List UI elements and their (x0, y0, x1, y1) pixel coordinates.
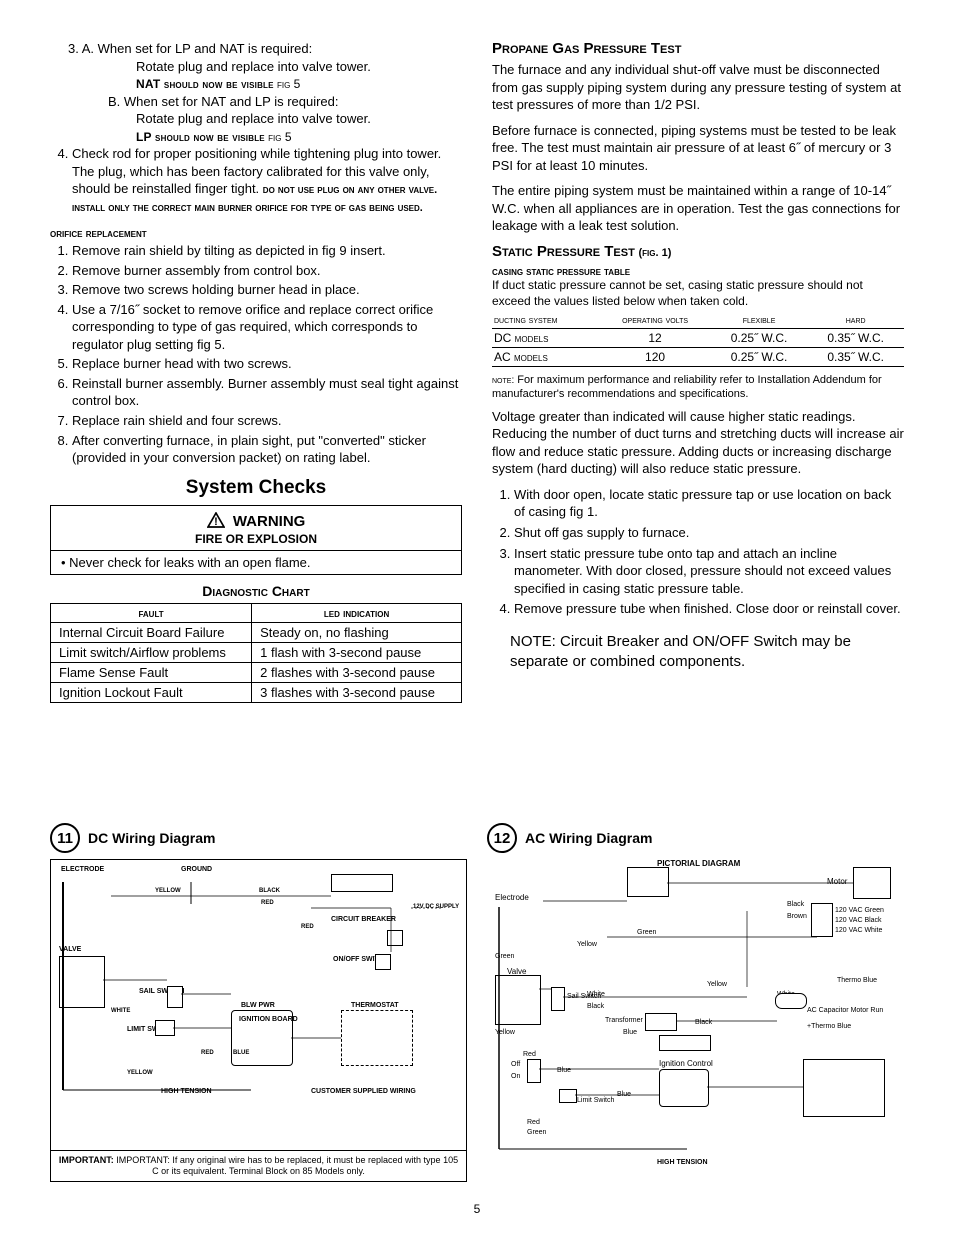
casing-cell: AC models (494, 350, 548, 364)
casing-cell: 0.25˝ W.C. (711, 348, 808, 367)
static-title: Static Pressure Test (492, 243, 635, 260)
step-3b-ref: fig 5 (265, 130, 292, 144)
warning-box: ! WARNING FIRE OR EXPLOSION • Never chec… (50, 505, 462, 576)
step-3a-bold: NAT should now be visible (136, 77, 274, 91)
diag-cell: Internal Circuit Board Failure (51, 623, 252, 643)
orifice-step: Use a 7/16˝ socket to remove orifice and… (72, 301, 462, 354)
diagnostic-chart-title: Diagnostic Chart (50, 583, 462, 599)
casing-h2: flexible (711, 313, 808, 329)
diag-cell: 3 flashes with 3-second pause (252, 683, 462, 703)
orifice-list: Remove rain shield by tilting as depicte… (50, 242, 462, 467)
static-step: With door open, locate static pressure t… (514, 486, 904, 521)
diag-cell: Flame Sense Fault (51, 663, 252, 683)
warning-icon: ! (207, 512, 225, 528)
warning-sublabel: FIRE OR EXPLOSION (51, 532, 461, 550)
orifice-step: Remove two screws holding burner head in… (72, 281, 462, 299)
casing-heading: casing static pressure table (492, 266, 904, 278)
propane-p3: The entire piping system must be maintai… (492, 182, 904, 235)
diagnostic-table: fault led indication Internal Circuit Bo… (50, 603, 462, 703)
ac-diagram: PICTORIAL DIAGRAM Electrode Motor Black … (487, 859, 904, 1179)
casing-cell: 0.35˝ W.C. (807, 348, 904, 367)
step-3a-line1: 3. A. When set for LP and NAT is require… (68, 40, 462, 58)
step-3a-ref: fig 5 (274, 77, 301, 91)
casing-cell: 120 (599, 348, 710, 367)
propane-p1: The furnace and any individual shut-off … (492, 61, 904, 114)
static-step: Remove pressure tube when finished. Clos… (514, 600, 904, 618)
orifice-step: Remove burner assembly from control box. (72, 262, 462, 280)
static-steps: With door open, locate static pressure t… (492, 486, 904, 618)
casing-h3: hard (807, 313, 904, 329)
page-number: 5 (50, 1202, 904, 1216)
step-3b-bold: LP should now be visible (136, 130, 265, 144)
dc-diagram: ELECTRODE GROUND MOTOR CIRCUIT BREAKER O… (51, 860, 466, 1150)
propane-p2: Before furnace is connected, piping syst… (492, 122, 904, 175)
orifice-step: Replace rain shield and four screws. (72, 412, 462, 430)
diag-header-led: led indication (252, 604, 462, 623)
static-step: Shut off gas supply to furnace. (514, 524, 904, 542)
system-checks-title: System Checks (50, 477, 462, 499)
orifice-step: Remove rain shield by tilting as depicte… (72, 242, 462, 260)
casing-cell: 12 (599, 329, 710, 348)
diag-cell: Limit switch/Airflow problems (51, 643, 252, 663)
casing-note: note: For maximum performance and reliab… (492, 373, 904, 402)
dc-number: 11 (50, 823, 80, 853)
step-3b-line1: B. When set for NAT and LP is required: (68, 93, 462, 111)
voltage-p: Voltage greater than indicated will caus… (492, 408, 904, 478)
svg-text:!: ! (214, 516, 218, 528)
ac-title: AC Wiring Diagram (525, 830, 652, 846)
diag-cell: 1 flash with 3-second pause (252, 643, 462, 663)
casing-cell: 0.25˝ W.C. (711, 329, 808, 348)
propane-title: Propane Gas Pressure Test (492, 40, 904, 57)
orifice-step: Replace burner head with two screws. (72, 355, 462, 373)
casing-cell: DC models (494, 331, 548, 345)
orifice-heading: orifice replacement (50, 226, 462, 240)
casing-h0: ducting system (492, 313, 599, 329)
dc-important-note: IMPORTANT: IMPORTANT: If any original wi… (51, 1150, 466, 1181)
casing-h1: operating volts (599, 313, 710, 329)
diag-cell: 2 flashes with 3-second pause (252, 663, 462, 683)
diag-header-fault: fault (51, 604, 252, 623)
warning-body: • Never check for leaks with an open fla… (51, 550, 461, 574)
casing-intro: If duct static pressure cannot be set, c… (492, 278, 904, 309)
orifice-step: Reinstall burner assembly. Burner assemb… (72, 375, 462, 410)
orifice-step: After converting furnace, in plain sight… (72, 432, 462, 467)
casing-cell: 0.35˝ W.C. (807, 329, 904, 348)
step-3a-line2: Rotate plug and replace into valve tower… (68, 58, 462, 76)
warning-label: WARNING (233, 513, 306, 530)
static-ref: (fig. 1) (638, 247, 671, 259)
big-note: NOTE: Circuit Breaker and ON/OFF Switch … (510, 632, 904, 673)
step-3b-line2: Rotate plug and replace into valve tower… (68, 110, 462, 128)
diag-cell: Ignition Lockout Fault (51, 683, 252, 703)
dc-title: DC Wiring Diagram (88, 830, 215, 846)
static-step: Insert static pressure tube onto tap and… (514, 545, 904, 598)
casing-table: ducting system operating volts flexible … (492, 313, 904, 367)
ac-number: 12 (487, 823, 517, 853)
diag-cell: Steady on, no flashing (252, 623, 462, 643)
